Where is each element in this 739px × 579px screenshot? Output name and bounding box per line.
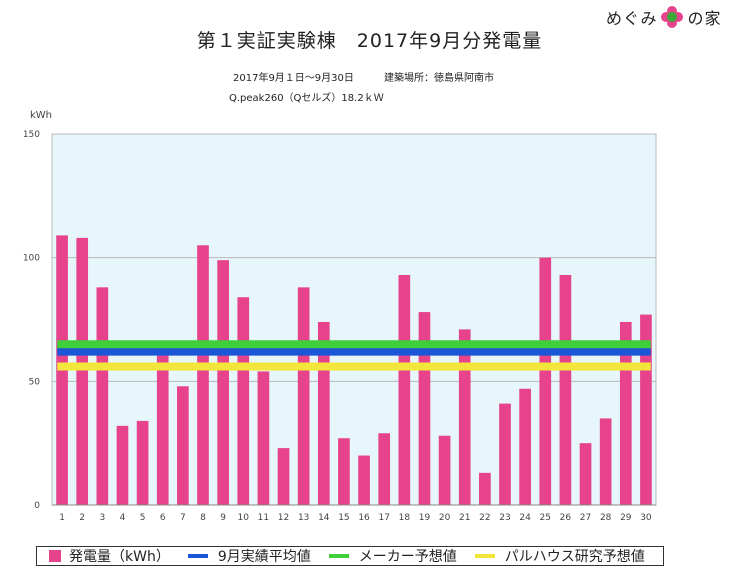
y-tick-label: 150 [23, 130, 40, 140]
bar-day-22 [479, 472, 491, 505]
x-tick-label: 12 [278, 513, 289, 523]
bar-day-18 [398, 274, 411, 505]
bar-day-11 [257, 371, 270, 505]
x-tick-label: 27 [580, 513, 591, 523]
legend-label-maker: メーカー予想値 [358, 549, 457, 565]
chart-title: 第１実証実験棟 2017年9月分発電量 [196, 30, 543, 52]
bar-day-4 [116, 425, 129, 505]
bar-day-17 [378, 433, 391, 505]
flower-icon [661, 6, 684, 28]
x-tick-label: 19 [419, 513, 431, 523]
bar-day-25 [539, 257, 552, 505]
x-tick-label: 20 [439, 513, 451, 523]
legend-label-research: パルハウス研究予想値 [504, 549, 645, 565]
legend-item-maker: メーカー予想値 [328, 546, 457, 566]
x-tick-label: 3 [99, 513, 105, 523]
bar-day-3 [96, 287, 109, 505]
x-tick-label: 17 [378, 513, 389, 523]
x-tick-label: 9 [220, 513, 226, 523]
bar-day-15 [338, 438, 350, 505]
brand-text-right: の家 [687, 9, 722, 28]
x-tick-label: 8 [200, 513, 206, 523]
bar-day-9 [217, 260, 229, 505]
bar-day-21 [458, 329, 471, 505]
bar-day-10 [237, 297, 250, 505]
legend: 発電量（kWh） 9月実績平均値 メーカー予想値 パルハウス研究予想値 [36, 546, 664, 566]
bar-day-19 [418, 312, 431, 505]
x-tick-label: 5 [140, 513, 146, 523]
y-tick-label: 50 [29, 377, 41, 387]
x-tick-label: 29 [620, 513, 632, 523]
bar-day-8 [197, 245, 209, 506]
x-tick-label: 2 [79, 513, 85, 523]
x-tick-label: 11 [258, 513, 269, 523]
x-tick-label: 1 [59, 513, 65, 523]
x-tick-label: 16 [358, 513, 370, 523]
bar-day-28 [599, 418, 612, 505]
x-tick-label: 22 [479, 513, 490, 523]
x-tick-label: 7 [180, 513, 186, 523]
bar-day-14 [317, 321, 330, 505]
y-tick-label: 100 [23, 254, 40, 264]
bar-day-27 [579, 443, 592, 505]
bar-day-23 [499, 403, 511, 505]
x-tick-label: 25 [540, 513, 551, 523]
x-tick-label: 18 [399, 513, 411, 523]
x-tick-label: 10 [238, 513, 250, 523]
legend-swatch-research [474, 554, 495, 558]
bar-day-5 [136, 420, 149, 505]
legend-item-research: パルハウス研究予想値 [474, 546, 645, 566]
period-text: 2017年9月１日〜9月30日 [233, 73, 354, 84]
legend-swatch-maker [328, 554, 349, 558]
legend-swatch-average [187, 554, 208, 558]
brand-text-left: めぐみ [606, 9, 658, 28]
x-tick-label: 26 [560, 513, 572, 523]
location-text: 建築場所：徳島県阿南市 [384, 73, 494, 84]
x-tick-label: 4 [120, 513, 126, 523]
x-tick-label: 6 [160, 513, 166, 523]
bar-day-6 [156, 354, 169, 505]
bar-day-2 [76, 237, 89, 505]
brand-logo: めぐみ の家 [606, 4, 732, 30]
legend-label-generation: 発電量（kWh） [69, 549, 170, 565]
bar-day-29 [619, 321, 632, 505]
panel-text: Q.peak260（Qセルズ）18.2ｋＷ [229, 93, 384, 104]
plot-area [51, 133, 657, 506]
x-tick-label: 24 [519, 513, 531, 523]
bar-day-30 [640, 314, 652, 505]
bar-day-12 [277, 448, 290, 505]
x-tick-label: 28 [600, 513, 612, 523]
bar-day-13 [297, 287, 310, 505]
legend-item-average: 9月実績平均値 [187, 546, 311, 566]
bar-day-16 [358, 455, 370, 505]
x-tick-label: 21 [459, 513, 470, 523]
x-tick-label: 14 [318, 513, 330, 523]
bar-day-24 [519, 388, 531, 505]
legend-swatch-generation [49, 550, 61, 562]
x-tick-label: 23 [499, 513, 510, 523]
bar-day-20 [438, 435, 451, 505]
x-tick-label: 13 [298, 513, 309, 523]
bar-day-7 [177, 386, 189, 505]
x-tick-label: 15 [338, 513, 349, 523]
y-tick-label: 0 [34, 501, 40, 511]
bar-day-26 [559, 274, 572, 505]
y-axis-unit: kWh [30, 110, 53, 121]
legend-item-generation: 発電量（kWh） [49, 546, 170, 566]
legend-label-average: 9月実績平均値 [217, 549, 311, 565]
x-tick-label: 30 [640, 513, 652, 523]
